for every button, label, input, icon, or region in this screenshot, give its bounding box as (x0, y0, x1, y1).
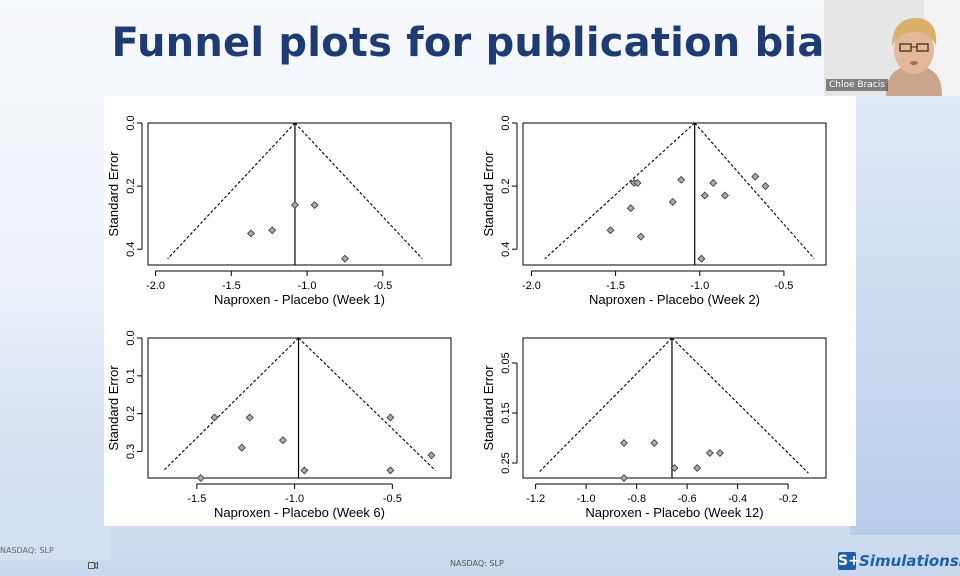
plot-2-frame (522, 122, 827, 266)
plot-2-funnel-left-line (544, 122, 696, 260)
plot-2-study-point (606, 226, 615, 235)
plot-2-y-tick-label: 0.0 (500, 115, 512, 130)
plot-3-y-tick-label: 0.1 (125, 368, 137, 383)
plot-1-study-point (290, 201, 299, 210)
plot-4-study-point (620, 439, 628, 447)
plot-4-x-axis-label: Naproxen - Placebo (Week 12) (585, 505, 763, 520)
plot-1-funnel-left-line (167, 122, 296, 260)
plot-3-study-point (427, 451, 436, 460)
company-logo: S+ SimulationsP (838, 550, 960, 572)
plot-2-x-tick-label: -2.0 (522, 280, 541, 292)
plot-2-study-point (668, 197, 677, 206)
plot-2-study-point (636, 232, 645, 241)
plot-4-x-tick-label: -1.0 (577, 493, 596, 505)
footer-ticker-text: NASDAQ: SLP (450, 559, 504, 568)
plot-2-study-point (677, 175, 686, 184)
plot-4-frame (522, 337, 827, 479)
plot-4-x-tick-label: -1.2 (526, 493, 545, 505)
webcam-name-label: Chloe Bracis (826, 79, 888, 91)
plot-3-funnel-left-line (163, 337, 299, 471)
plot-4-y-tick-label: 0.05 (500, 352, 512, 373)
plot-3-study-point (300, 466, 309, 475)
plot-1-frame (147, 122, 452, 266)
plot-3-x-tick-label: -1.0 (285, 493, 304, 505)
plot-1-x-tick-label: -2.0 (146, 280, 165, 292)
plot-3-study-point (210, 413, 219, 422)
plot-1-x-axis-label: Naproxen - Placebo (Week 1) (214, 292, 385, 307)
plot-2-y-axis-label: Standard Error (481, 151, 496, 237)
plot-2-x-tick-label: -0.5 (774, 280, 793, 292)
plot-1-y-axis-label: Standard Error (106, 151, 121, 237)
plot-2-study-point (697, 254, 706, 263)
plot-3-study-point (278, 436, 287, 445)
plot-1-x-tick-label: -1.5 (222, 280, 241, 292)
plot-4-x-tick-label: -0.2 (779, 493, 798, 505)
plot-3-y-tick-label: 0.2 (125, 406, 137, 421)
plot-3-x-tick-label: -1.5 (187, 493, 206, 505)
plot-4-funnel-right-line (671, 337, 809, 474)
brand-mark: S+ (838, 552, 860, 570)
plot-4-study-point (715, 449, 724, 457)
plot-1-y-tick-label: 0.0 (125, 115, 137, 130)
plot-2-study-point (700, 191, 709, 200)
plot-1-y-tick-label: 0.4 (125, 242, 137, 257)
plot-1-study-point (268, 226, 277, 235)
plot-1-study-point (247, 229, 255, 238)
plot-2-study-point (751, 172, 760, 181)
background-band-left (0, 280, 110, 560)
plot-4-study-point (650, 439, 659, 447)
plot-4-funnel-left-line (537, 337, 673, 474)
plot-2-funnel-right-line (694, 122, 815, 260)
plot-3-x-axis-label: Naproxen - Placebo (Week 6) (214, 505, 385, 520)
plot-4-study-point (693, 464, 702, 472)
plot-3-funnel-right-line (298, 337, 436, 471)
plot-3-study-point (196, 474, 205, 482)
plot-1-x-tick-label: -0.5 (373, 280, 392, 292)
plot-2-study-point (633, 178, 642, 187)
plot-3-y-tick-label: 0.3 (125, 444, 137, 459)
plot-3-x-tick-label: -0.5 (383, 493, 402, 505)
plot-2-study-point (761, 182, 770, 191)
plot-3-study-point (245, 413, 254, 422)
funnel-plots-figure: -2.0 -1.5 -1.0 -0.5 0.0 0.2 0.4 Naproxen - Plac… (104, 96, 856, 526)
plot-4-study-point (705, 449, 714, 457)
plot-2-x-tick-label: -1.0 (690, 280, 709, 292)
plot-2-study-point (709, 178, 718, 187)
plot-1-study-point (340, 254, 349, 263)
plot-2-x-tick-label: -1.5 (606, 280, 625, 292)
plot-2-x-axis-label: Naproxen - Placebo (Week 2) (589, 292, 760, 307)
plot-4-study-point (620, 474, 628, 482)
plot-2-study-point (626, 204, 635, 213)
camera-icon[interactable] (88, 561, 98, 570)
brand-name: SimulationsP (859, 552, 960, 570)
plot-4-y-tick-label: 0.25 (500, 452, 512, 473)
plot-3-y-axis-label: Standard Error (106, 365, 121, 451)
plot-3-study-point (386, 413, 395, 422)
plot-1-funnel-right-line (294, 122, 423, 260)
background-band-right (850, 95, 960, 535)
plot-1-x-tick-label: -1.0 (298, 280, 317, 292)
funnel-plots-svg: -2.0 -1.5 -1.0 -0.5 0.0 0.2 0.4 Naproxen - Plac… (106, 115, 827, 520)
plot-3-y-tick-label: 0.0 (125, 330, 137, 345)
plot-3-study-point (237, 443, 246, 452)
plot-1-study-point (310, 201, 319, 210)
slide-title: Funnel plots for publication bias (111, 20, 849, 66)
plot-2-y-tick-label: 0.4 (500, 242, 512, 257)
plot-3-study-point (386, 466, 395, 475)
plot-1-y-tick-label: 0.2 (125, 178, 137, 193)
plot-4-study-point (670, 464, 679, 472)
plot-2-study-point (721, 191, 729, 200)
side-ticker-text: NASDAQ: SLP (0, 546, 54, 555)
plot-4-y-axis-label: Standard Error (481, 365, 496, 451)
plot-3-frame (147, 337, 452, 479)
plot-4-y-tick-label: 0.15 (500, 402, 512, 423)
plot-4-x-tick-label: -0.8 (627, 493, 646, 505)
plot-2-y-tick-label: 0.2 (500, 178, 512, 193)
webcam-feed: Chloe Bracis (824, 0, 960, 96)
plot-4-x-tick-label: -0.6 (678, 493, 697, 505)
plot-4-x-tick-label: -0.4 (728, 493, 747, 505)
